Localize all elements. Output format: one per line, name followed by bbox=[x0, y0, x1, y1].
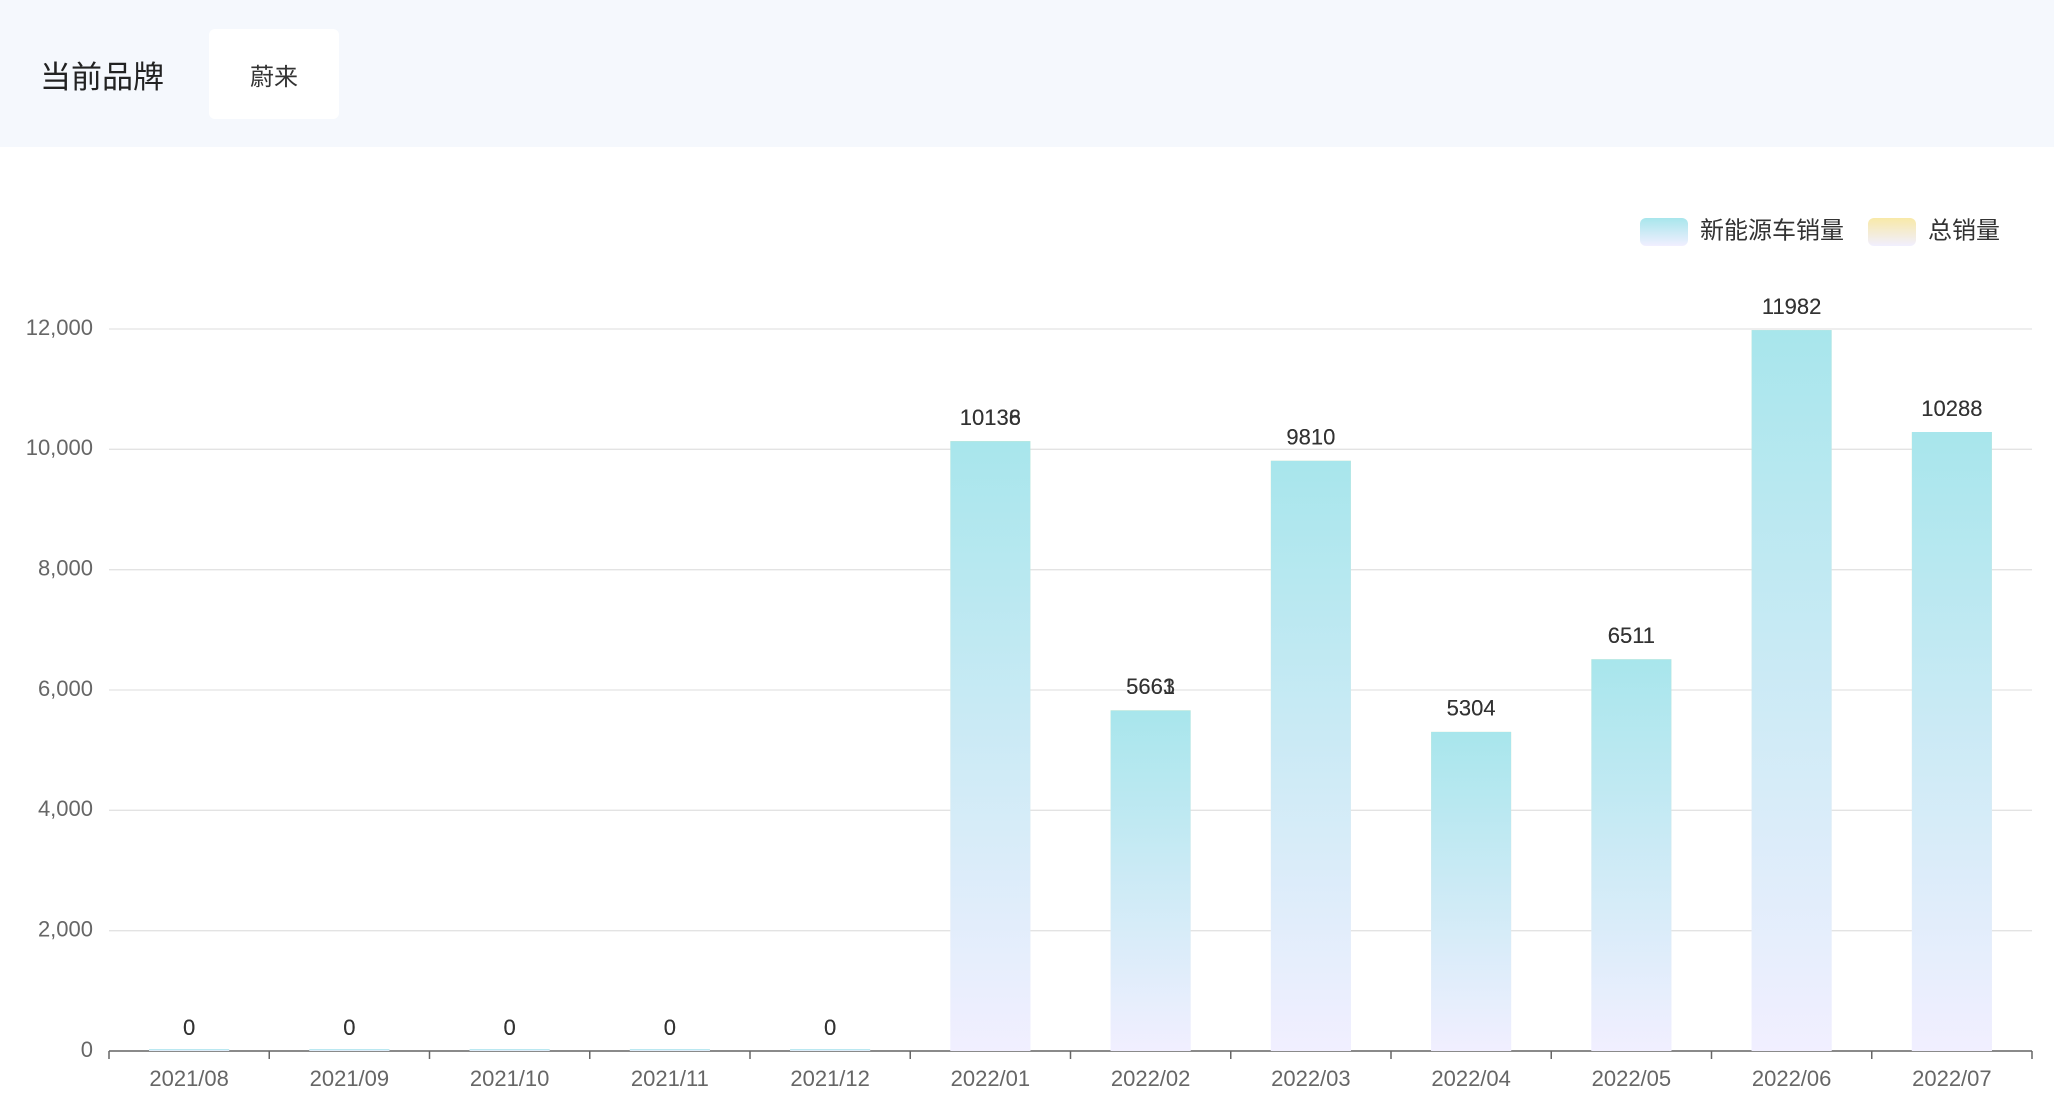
bar bbox=[1431, 731, 1512, 1051]
data-label: 6511 bbox=[1608, 623, 1655, 648]
x-tick-label: 2022/04 bbox=[1431, 1066, 1511, 1091]
x-tick-label: 2022/07 bbox=[1912, 1066, 1992, 1091]
data-label: 0 bbox=[343, 1015, 355, 1040]
data-label: 5304 bbox=[1447, 696, 1496, 721]
data-label: 0 bbox=[824, 1015, 836, 1040]
y-tick-label: 0 bbox=[81, 1037, 93, 1062]
legend-swatch bbox=[1868, 218, 1916, 246]
brand-label: 当前品牌 bbox=[40, 60, 164, 95]
y-tick-label: 4,000 bbox=[38, 796, 93, 821]
x-tick-label: 2022/01 bbox=[951, 1066, 1031, 1091]
data-label: 10136 bbox=[960, 405, 1021, 430]
y-tick-label: 12,000 bbox=[26, 315, 93, 340]
bar bbox=[1270, 460, 1351, 1051]
y-tick-label: 2,000 bbox=[38, 916, 93, 941]
bar bbox=[1911, 432, 1992, 1051]
x-tick-label: 2022/05 bbox=[1592, 1066, 1672, 1091]
data-label: 0 bbox=[664, 1015, 676, 1040]
x-tick-label: 2021/11 bbox=[631, 1066, 709, 1091]
x-tick-label: 2022/06 bbox=[1752, 1066, 1832, 1091]
bar bbox=[790, 1049, 871, 1051]
data-label: 9810 bbox=[1286, 425, 1335, 450]
bar bbox=[1110, 710, 1191, 1051]
data-label: 11982 bbox=[1762, 294, 1822, 319]
data-label: 0 bbox=[183, 1015, 195, 1040]
bar bbox=[629, 1049, 710, 1051]
data-label: 0 bbox=[504, 1015, 516, 1040]
data-label: 0 bbox=[504, 1015, 516, 1040]
y-tick-label: 10,000 bbox=[26, 435, 93, 460]
data-label: 10288 bbox=[1921, 396, 1982, 421]
bar bbox=[1751, 330, 1832, 1051]
legend-label: 新能源车销量 bbox=[1700, 217, 1844, 244]
y-tick-label: 8,000 bbox=[38, 555, 93, 580]
data-label: 11982 bbox=[1762, 294, 1822, 319]
x-tick-label: 2021/09 bbox=[310, 1066, 390, 1091]
data-label: 0 bbox=[664, 1015, 676, 1040]
brand-button[interactable]: 蔚来 bbox=[209, 29, 339, 119]
chart: 0 2,000 4,000 6,000 8,000 10,000 12,000 0 0 0 0 0 10… bbox=[26, 217, 2033, 1091]
y-tick-label: 6,000 bbox=[38, 676, 93, 701]
bar bbox=[309, 1049, 390, 1051]
x-tick-label: 2022/03 bbox=[1271, 1066, 1351, 1091]
bar bbox=[469, 1049, 550, 1051]
data-label: 0 bbox=[343, 1015, 355, 1040]
bar bbox=[1591, 659, 1672, 1051]
data-label: 6511 bbox=[1608, 623, 1655, 648]
bar bbox=[950, 441, 1031, 1052]
bar bbox=[149, 1049, 230, 1051]
data-label: 10138 bbox=[960, 405, 1021, 430]
x-tick-label: 2021/12 bbox=[790, 1066, 870, 1091]
data-label: 5663 bbox=[1126, 674, 1175, 699]
x-tick-label: 2021/10 bbox=[470, 1066, 550, 1091]
data-label: 5304 bbox=[1447, 696, 1496, 721]
x-tick-label: 2022/02 bbox=[1111, 1066, 1191, 1091]
data-label: 0 bbox=[183, 1015, 195, 1040]
header: 当前品牌 蔚来 bbox=[0, 0, 2054, 147]
legend-swatch bbox=[1640, 218, 1688, 246]
data-label: 0 bbox=[824, 1015, 836, 1040]
data-label: 9810 bbox=[1286, 425, 1335, 450]
data-label: 5661 bbox=[1126, 674, 1175, 699]
data-label: 10288 bbox=[1921, 396, 1982, 421]
legend-label: 总销量 bbox=[1928, 217, 2000, 244]
x-tick-label: 2021/08 bbox=[149, 1066, 229, 1091]
